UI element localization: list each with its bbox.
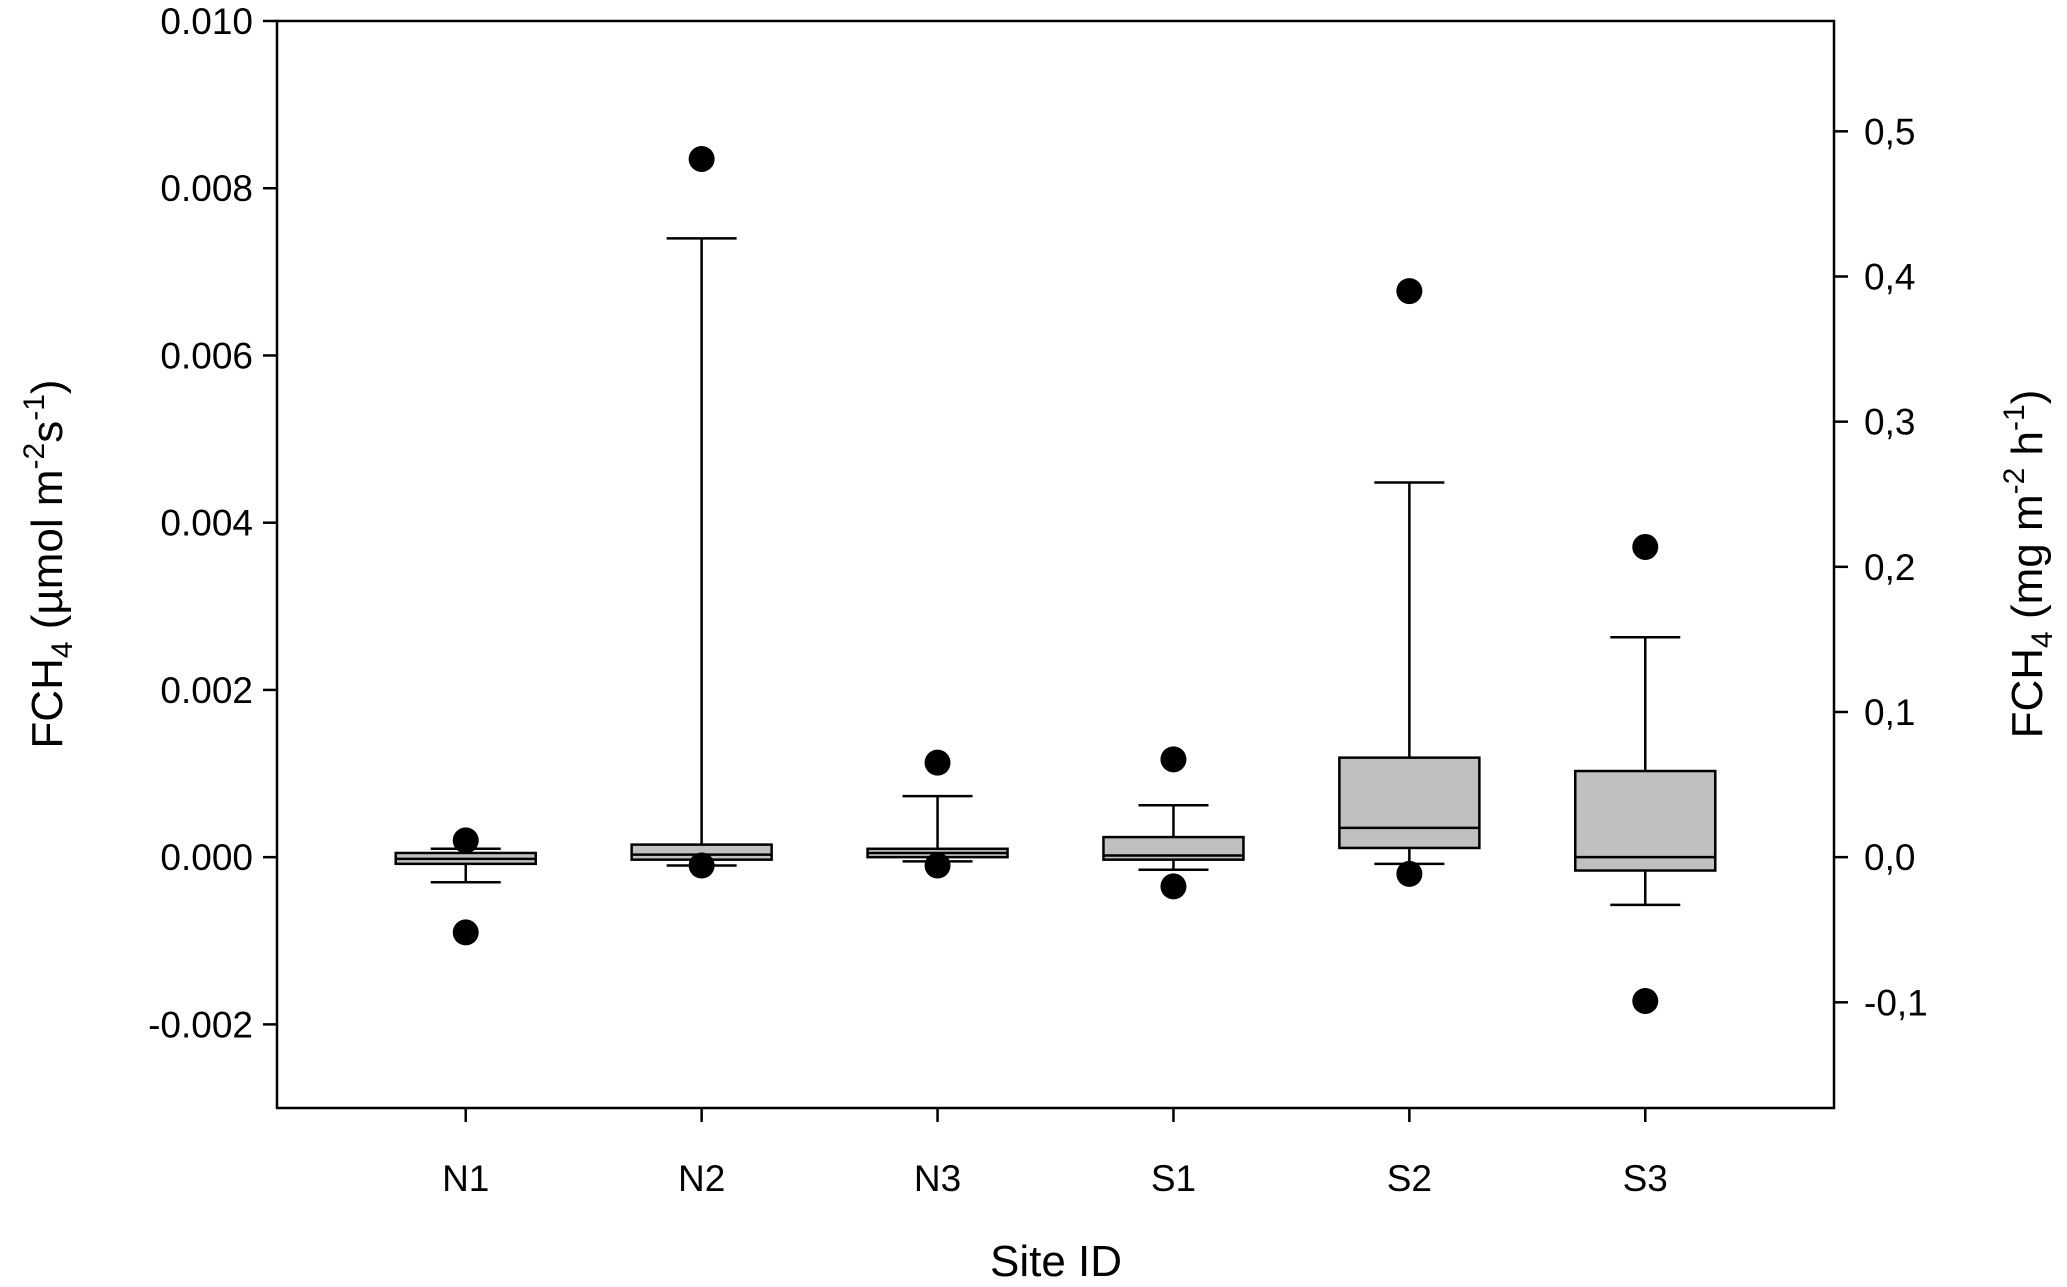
y-tick-label: 0.010 [160,1,253,42]
x-tick-label: N3 [914,1158,961,1199]
plot-frame [275,19,1836,1110]
y2-tick-label: 0,4 [1864,256,1915,297]
y-tick-label: 0.002 [160,670,253,711]
y2-tick-label: 0,3 [1864,402,1915,443]
y2-axis-title: FCH4 (mg m-2 h-1) [1998,390,2059,739]
outlier-point [1160,746,1187,773]
outlier-point [688,145,715,172]
outlier-point [1632,533,1659,560]
y2-tick-label: 0,2 [1864,547,1915,588]
outlier-point [688,852,715,879]
outlier-point [924,749,951,776]
outlier-point [1396,860,1423,887]
y2-tick-label: 0,0 [1864,837,1915,878]
y-tick-label: 0.004 [160,503,253,544]
y2-tick-label: 0,5 [1864,111,1915,152]
y-axis-title: FCH4 (µmol m-2s-1) [18,379,79,748]
outlier-point [452,919,479,946]
x-tick-label: N2 [678,1158,725,1199]
box-S1 [1102,835,1245,861]
y2-tick-label: 0,1 [1864,692,1915,733]
outlier-point [1396,278,1423,305]
outlier-point [924,852,951,879]
x-axis-title: Site ID [990,1237,1122,1286]
y-tick-label: 0.008 [160,168,253,209]
x-tick-label: S2 [1387,1158,1432,1199]
x-tick-label: S1 [1151,1158,1196,1199]
y-tick-label: 0.006 [160,335,253,376]
y-tick-label: -0.002 [148,1004,253,1045]
y-tick-label: 0.000 [160,837,253,878]
outlier-point [452,827,479,854]
outlier-point [1632,987,1659,1014]
box-S3 [1574,769,1717,872]
box-S2 [1338,756,1481,850]
y2-tick-label: -0,1 [1864,982,1928,1023]
x-tick-label: S3 [1623,1158,1668,1199]
outlier-point [1160,873,1187,900]
x-tick-label: N1 [442,1158,489,1199]
